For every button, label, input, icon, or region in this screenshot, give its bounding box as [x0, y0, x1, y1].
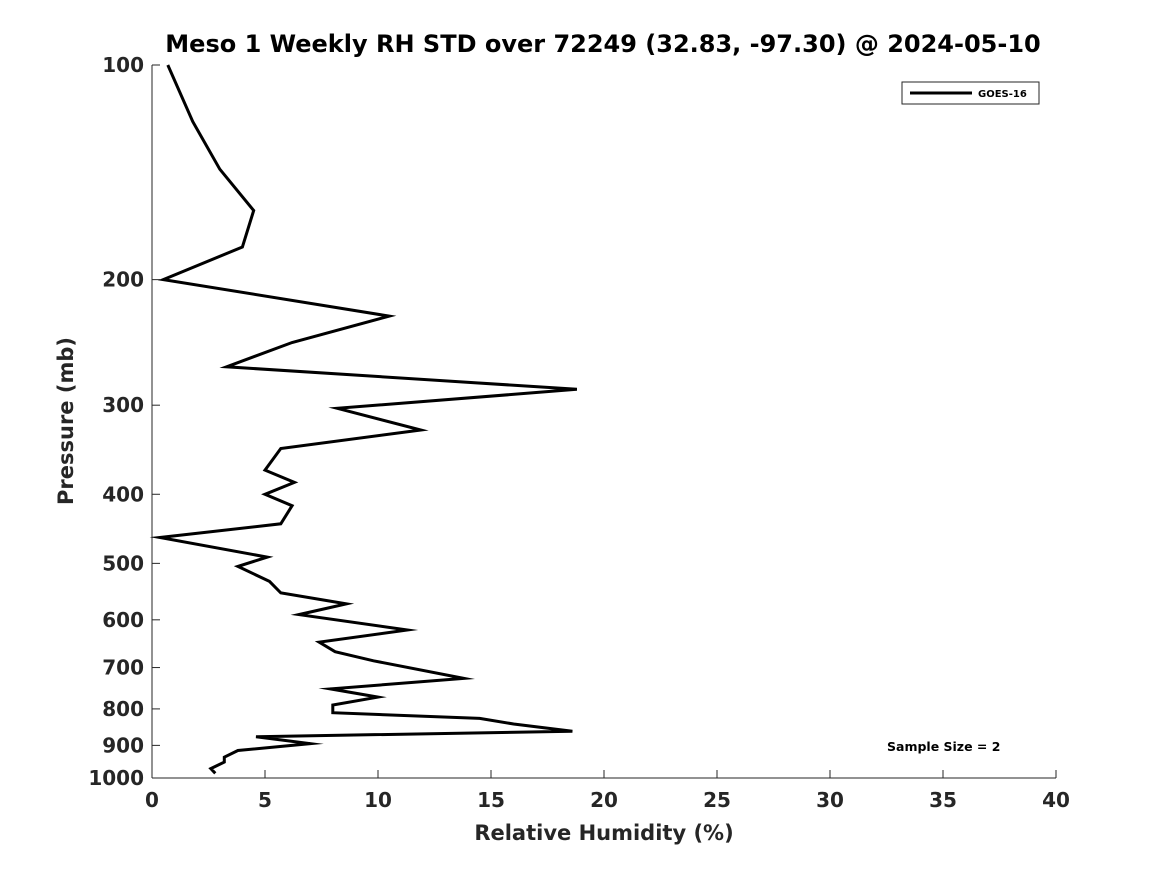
- y-axis-label: Pressure (mb): [54, 337, 78, 505]
- chart-title: Meso 1 Weekly RH STD over 72249 (32.83, …: [165, 30, 1040, 58]
- y-tick-label: 700: [102, 656, 144, 680]
- y-tick-label: 100: [102, 53, 144, 77]
- x-axis-label: Relative Humidity (%): [474, 821, 733, 845]
- x-tick-label: 15: [477, 788, 505, 812]
- y-tick-label: 600: [102, 608, 144, 632]
- y-tick-label: 200: [102, 268, 144, 292]
- y-tick-label: 900: [102, 733, 144, 757]
- legend-label-goes-16: GOES-16: [978, 89, 1027, 100]
- x-tick-label: 25: [703, 788, 731, 812]
- legend: GOES-16: [901, 81, 1040, 105]
- x-tick-label: 10: [364, 788, 392, 812]
- y-tick-label: 300: [102, 393, 144, 417]
- y-tick-label: 500: [102, 551, 144, 575]
- y-tick-label: 800: [102, 697, 144, 721]
- x-tick-label: 5: [258, 788, 272, 812]
- y-tick-label: 1000: [88, 766, 144, 790]
- y-tick-label: 400: [102, 482, 144, 506]
- x-axis-ticks: 0 5 10 15 20 25 30 35 40: [145, 770, 1070, 812]
- sample-size-annotation: Sample Size = 2: [887, 739, 1000, 754]
- x-tick-label: 40: [1042, 788, 1070, 812]
- x-tick-label: 0: [145, 788, 159, 812]
- series-layer: [149, 64, 578, 775]
- x-tick-label: 30: [816, 788, 844, 812]
- series-line-goes-16: [149, 64, 578, 775]
- x-tick-label: 35: [929, 788, 957, 812]
- y-axis-ticks: 100 200 300 400 500 600 700 800 900 1000: [88, 53, 160, 790]
- x-tick-label: 20: [590, 788, 618, 812]
